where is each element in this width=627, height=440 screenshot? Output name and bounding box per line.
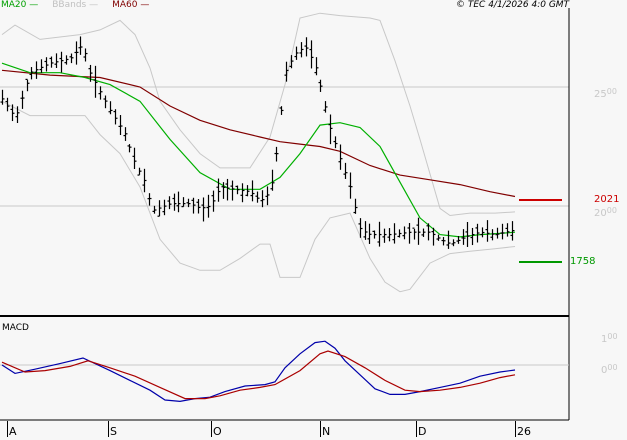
macd-tick-100: 100 xyxy=(601,332,618,345)
price-tick-2000: 2000 xyxy=(594,206,617,219)
resistance-level-label: 2021 xyxy=(594,194,620,205)
price-tick-2500: 2500 xyxy=(594,87,617,100)
support-level-label: 1758 xyxy=(570,256,596,267)
x-tick-a: A xyxy=(9,425,17,438)
copyright-timestamp: © TEC 4/1/2026 4:0 GMT xyxy=(456,0,570,10)
bollinger-bands xyxy=(1,12,516,293)
ma20-line xyxy=(1,62,516,238)
macd-tick-0: 000 xyxy=(601,363,618,376)
legend-ma20: MA20 — xyxy=(1,0,39,10)
legend-ma60: MA60 — xyxy=(112,0,150,10)
x-tick-d: D xyxy=(418,425,427,438)
macd-lines xyxy=(1,340,516,403)
macd-panel-title: MACD xyxy=(2,323,29,333)
legend: MA20 — BBands — MA60 — xyxy=(1,0,149,10)
x-tick-s: S xyxy=(110,425,117,438)
ma60-line xyxy=(1,69,516,198)
x-tick-o: O xyxy=(213,425,222,438)
x-tick-26: 26 xyxy=(517,425,531,438)
x-tick-n: N xyxy=(322,425,331,438)
price-bars xyxy=(0,36,515,249)
legend-bbands: BBands — xyxy=(52,0,99,10)
